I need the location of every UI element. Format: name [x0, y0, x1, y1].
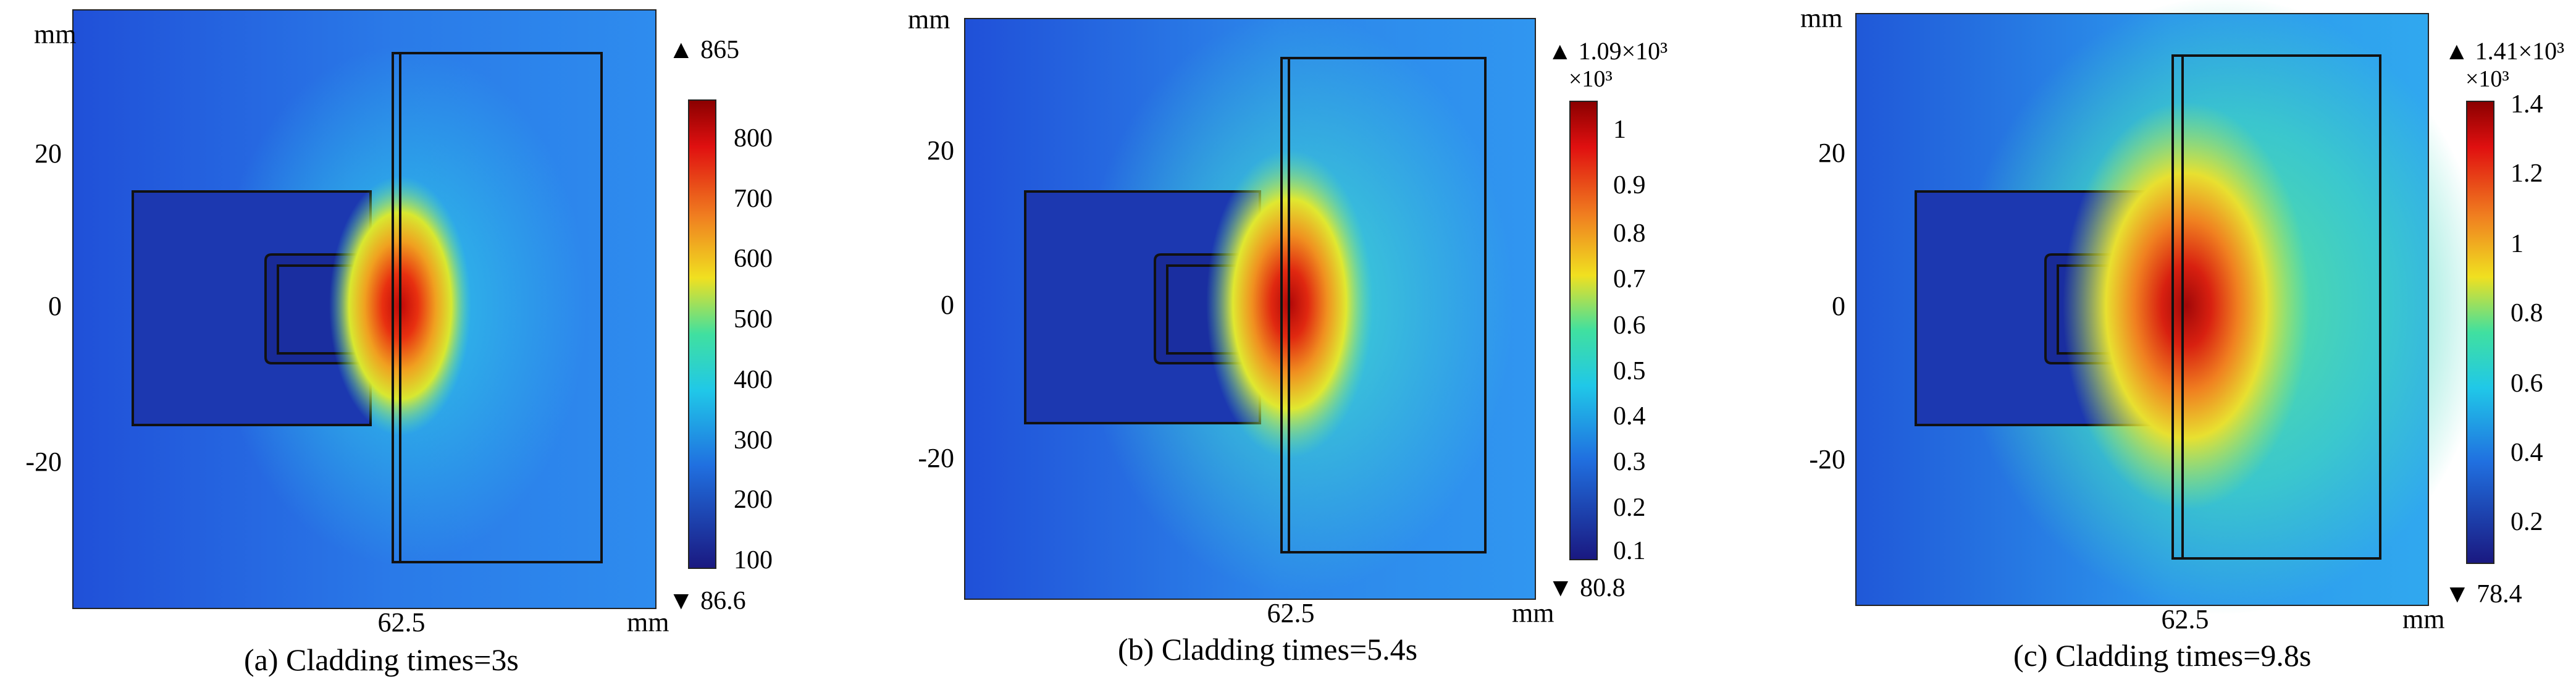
- colorbar-min-marker: ▼ 86.6: [668, 587, 746, 615]
- colorbar-multiplier: ×10³: [1569, 66, 1613, 92]
- panel-c: mm 20 0 -20 62.5 mm ▲ 1.41×10³ ×10³ 1.4 …: [1800, 0, 2564, 673]
- svg-text:0.2: 0.2: [1613, 494, 1646, 522]
- colorbar-min-marker: ▼ 78.4: [2444, 580, 2522, 608]
- colorbar: [2466, 101, 2494, 564]
- panel-a: mm 20 0 -20 62.5 mm ▲ 865 800 700 600 50…: [25, 9, 773, 677]
- svg-text:800: 800: [734, 124, 773, 153]
- y-tick-20: 20: [1818, 138, 1845, 168]
- svg-text:200: 200: [734, 486, 773, 514]
- svg-text:100: 100: [734, 546, 773, 574]
- svg-text:0.4: 0.4: [2511, 439, 2543, 467]
- svg-text:0.5: 0.5: [1613, 357, 1646, 385]
- colorbar-min-marker: ▼ 80.8: [1548, 574, 1626, 602]
- x-tick: 62.5: [2162, 604, 2209, 634]
- heat-core: [2063, 102, 2310, 510]
- panel-b: mm 20 0 -20 62.5 mm ▲ 1.09×10³ ×10³ 1 0.…: [908, 4, 1668, 667]
- caption: (b) Cladding times=5.4s: [1118, 632, 1417, 667]
- y-axis-unit: mm: [908, 4, 950, 35]
- svg-text:0.8: 0.8: [1613, 219, 1646, 248]
- cladding-plate-outline: [1280, 57, 1487, 553]
- x-tick: 62.5: [1267, 598, 1315, 628]
- y-tick-neg20: -20: [918, 443, 954, 473]
- y-tick-neg20: -20: [1809, 444, 1845, 474]
- svg-text:0.2: 0.2: [2511, 508, 2543, 536]
- svg-text:0.9: 0.9: [1613, 171, 1646, 200]
- y-tick-neg20: -20: [25, 447, 62, 477]
- colorbar-ticks: 1 0.9 0.8 0.7 0.6 0.5 0.4 0.3 0.2 0.1: [1613, 116, 1646, 565]
- colorbar-ticks: 800 700 600 500 400 300 200 100: [734, 124, 773, 574]
- y-axis-unit: mm: [1800, 3, 1842, 33]
- colorbar-max-marker: ▲ 1.41×10³: [2444, 37, 2564, 65]
- colorbar-ticks: 1.4 1.2 1 0.8 0.6 0.4 0.2: [2511, 90, 2543, 536]
- cladding-plate-outline: [2171, 54, 2381, 560]
- colorbar-multiplier: ×10³: [2465, 66, 2509, 92]
- y-tick-20: 20: [35, 138, 62, 169]
- svg-text:1: 1: [1613, 116, 1626, 144]
- svg-text:1: 1: [2511, 230, 2524, 258]
- svg-text:0.6: 0.6: [1613, 311, 1646, 340]
- svg-text:700: 700: [734, 185, 773, 213]
- y-tick-20: 20: [927, 135, 954, 166]
- svg-text:0.8: 0.8: [2511, 299, 2543, 327]
- svg-text:0.6: 0.6: [2511, 369, 2543, 398]
- svg-text:0.1: 0.1: [1613, 537, 1646, 565]
- x-axis-unit: mm: [2402, 604, 2444, 634]
- y-axis-unit: mm: [34, 19, 76, 49]
- svg-text:0.7: 0.7: [1613, 265, 1646, 293]
- y-tick-0: 0: [941, 290, 954, 320]
- svg-text:0.3: 0.3: [1613, 448, 1646, 476]
- svg-text:400: 400: [734, 366, 773, 394]
- cladding-plate-outline: [392, 52, 603, 563]
- svg-text:1.4: 1.4: [2511, 90, 2543, 119]
- colorbar: [688, 99, 716, 569]
- caption: (c) Cladding times=9.8s: [2013, 638, 2311, 673]
- svg-text:500: 500: [734, 305, 773, 334]
- svg-text:0.4: 0.4: [1613, 402, 1646, 431]
- svg-text:1.2: 1.2: [2511, 159, 2543, 188]
- x-axis-unit: mm: [1512, 598, 1554, 628]
- caption: (a) Cladding times=3s: [244, 642, 519, 677]
- colorbar-max-marker: ▲ 865: [668, 36, 739, 64]
- svg-text:300: 300: [734, 426, 773, 455]
- svg-text:600: 600: [734, 245, 773, 273]
- y-tick-0: 0: [1832, 291, 1845, 321]
- x-axis-unit: mm: [627, 607, 669, 637]
- colorbar: [1569, 101, 1598, 560]
- x-tick: 62.5: [378, 607, 426, 637]
- colorbar-max-marker: ▲ 1.09×10³: [1548, 37, 1668, 65]
- y-tick-0: 0: [48, 291, 62, 321]
